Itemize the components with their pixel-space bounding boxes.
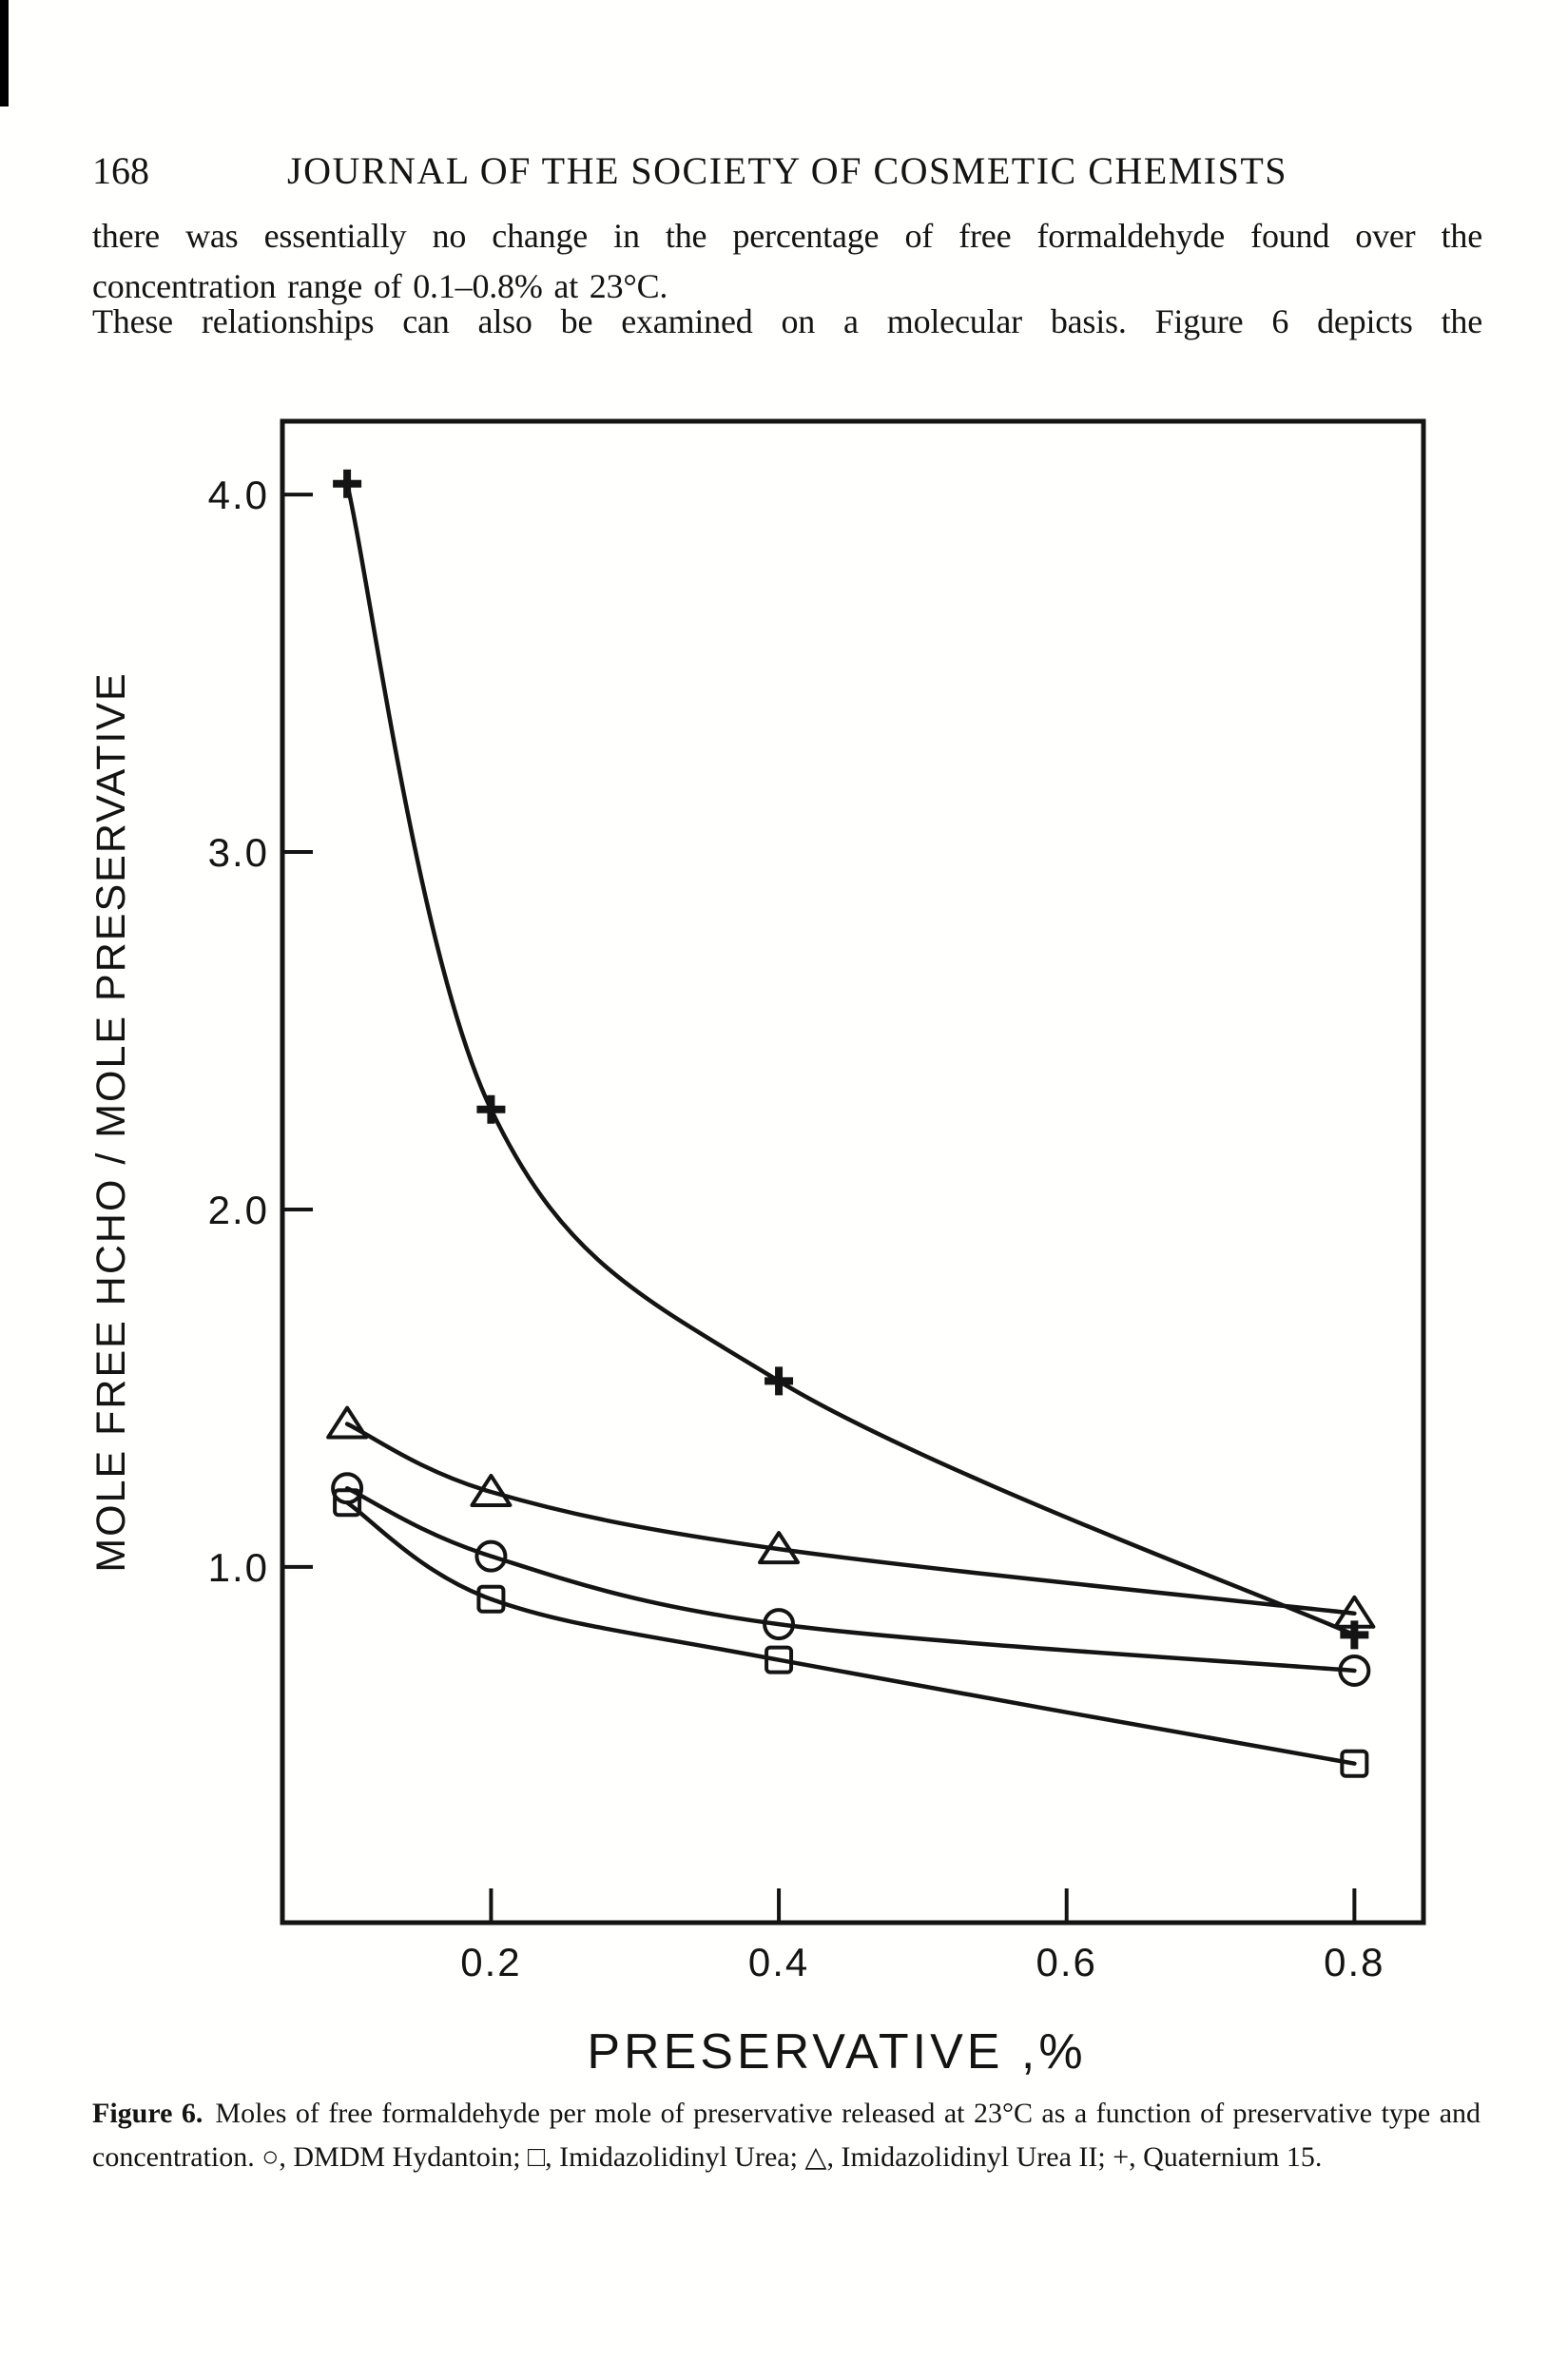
x-tick-label: 0.6 (1036, 1940, 1097, 1984)
curve-quaternium-15 (344, 481, 1357, 1637)
y-tick-label: 2.0 (208, 1188, 269, 1232)
y-tick-label: 1.0 (208, 1545, 269, 1590)
figure-caption: Figure 6. Moles of free formaldehyde per … (92, 2092, 1481, 2179)
marker-plus (476, 1094, 506, 1124)
marker-square (333, 1488, 362, 1518)
plot-frame (280, 418, 1426, 1926)
marker-triangle (758, 1531, 801, 1565)
marker-square (476, 1584, 506, 1614)
marker-square (765, 1645, 794, 1674)
marker-square (1340, 1749, 1369, 1778)
marker-circle (763, 1608, 796, 1641)
journal-title: JOURNAL OF THE SOCIETY OF COSMETIC CHEMI… (287, 149, 1287, 192)
x-tick-label: 0.2 (460, 1940, 521, 1984)
scan-artifact (0, 0, 9, 106)
marker-circle (1338, 1654, 1371, 1687)
marker-circle (474, 1539, 508, 1573)
page-header: 168 JOURNAL OF THE SOCIETY OF COSMETIC C… (92, 146, 1482, 196)
curve-imidazolidinyl-urea (344, 1500, 1357, 1766)
y-axis-title: MOLE FREE HCHO / MOLE PRESERVATIVE (88, 671, 134, 1572)
y-tick-label: 4.0 (208, 473, 269, 517)
page-number: 168 (92, 149, 149, 192)
x-axis-title: PRESERVATIVE ,% (587, 2024, 1086, 2080)
curve-dmdm-hydantoin (344, 1485, 1357, 1674)
marker-triangle (1333, 1595, 1376, 1629)
paragraph-molecular-basis: These relationships can also be examined… (92, 302, 1482, 340)
curve-imidazolidinyl-urea-ii (344, 1422, 1357, 1616)
marker-triangle (326, 1405, 369, 1440)
paragraph-formaldehyde-range: there was essentially no change in the p… (92, 217, 1482, 305)
figure-caption-label: Figure 6. (92, 2098, 203, 2129)
x-tick-label: 0.4 (748, 1940, 809, 1984)
x-tick-label: 0.8 (1324, 1940, 1384, 1984)
figure-caption-text: Moles of free formaldehyde per mole of p… (92, 2098, 1481, 2173)
marker-plus (765, 1366, 794, 1396)
marker-triangle (470, 1473, 513, 1507)
y-tick-label: 3.0 (208, 830, 269, 875)
marker-plus (333, 469, 362, 498)
